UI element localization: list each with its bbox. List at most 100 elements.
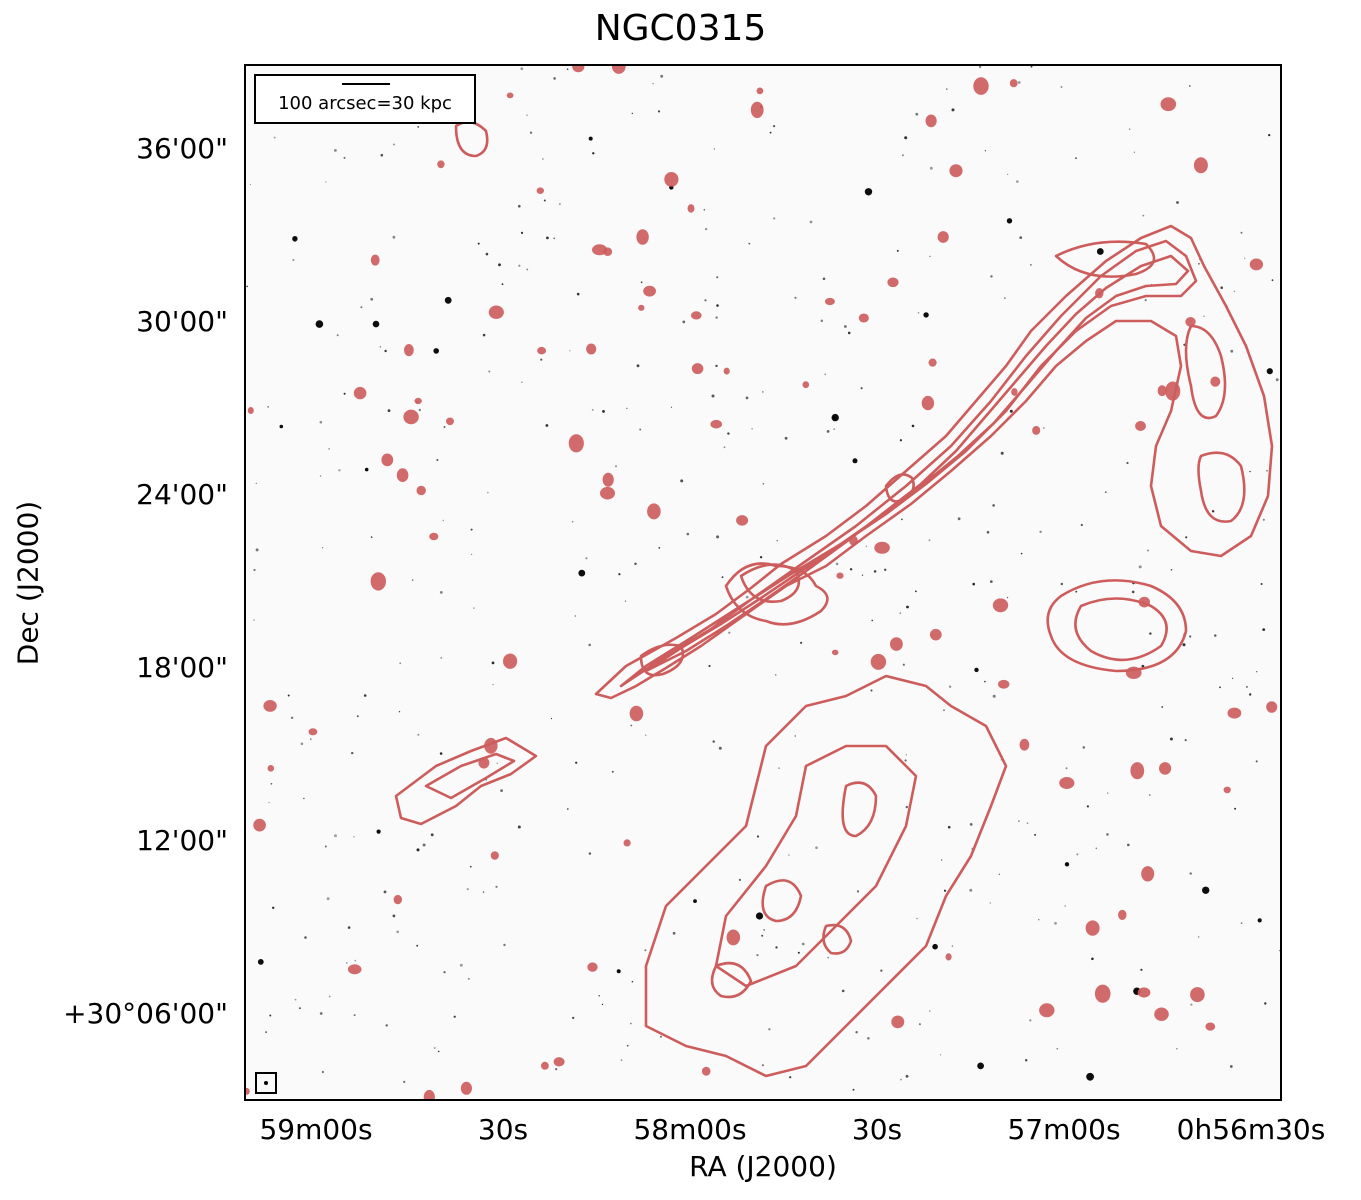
diffuse-contour [644,674,1008,1078]
star [884,568,887,571]
star [794,296,797,299]
star [762,391,764,393]
star [575,761,578,764]
compact-source [710,419,723,429]
star [443,426,446,428]
y-axis-label: Dec (J2000) [11,500,45,666]
star [1203,315,1205,317]
star [379,346,381,348]
star [809,220,813,224]
star [543,199,546,202]
compact-source [416,485,426,496]
star [292,258,295,262]
star [899,439,903,442]
compact-source [1019,738,1030,751]
compact-source [537,346,547,355]
star [470,528,473,531]
star [387,409,391,412]
star [482,333,486,337]
compact-source [687,204,695,213]
star [1264,1002,1267,1005]
scale-bar [342,83,390,85]
star [915,112,919,116]
compact-source [647,503,661,520]
star [1142,214,1145,217]
star [864,188,873,196]
star [553,237,556,240]
star [1138,565,1142,569]
star [918,1023,922,1026]
star [526,114,528,116]
star [1018,820,1020,822]
star [658,547,661,549]
star [521,381,523,384]
star [923,312,929,318]
star [929,166,933,170]
star [477,242,480,245]
star [255,482,257,485]
star [905,754,907,756]
star [815,846,818,849]
star [526,268,529,271]
star [1240,231,1243,234]
star [416,944,419,947]
compact-source [396,468,409,483]
compact-source [536,187,544,194]
star [325,181,327,183]
star [385,1024,388,1027]
left-contour [394,736,538,826]
star [634,562,637,565]
star [951,945,954,947]
star [416,848,420,852]
star [1091,957,1094,961]
star [989,580,993,583]
compact-source [937,231,949,243]
star [911,424,915,428]
star [831,413,839,422]
star [442,519,444,521]
star [768,1028,771,1031]
star [1232,677,1234,679]
star [761,934,764,937]
star [591,409,594,411]
star [558,203,561,206]
star [488,370,491,373]
star [569,350,571,352]
star [618,573,621,576]
star [916,917,918,920]
star [616,969,621,974]
compact-source [1249,258,1264,271]
x-tick-label: 30s [477,1113,529,1146]
star [873,570,876,573]
compact-source [503,653,518,669]
star [470,865,472,868]
star [917,312,920,314]
star [1104,491,1107,494]
star [1249,470,1251,473]
star [1149,632,1152,635]
compact-source [874,541,890,554]
compact-source [836,572,844,579]
star [1082,746,1086,749]
compact-source [638,304,645,311]
star [1255,760,1258,763]
star [657,110,661,113]
star [784,436,788,440]
jet-knot [639,643,685,677]
star [1266,470,1268,472]
compact-source [623,839,631,847]
star [495,885,498,888]
star [611,770,614,773]
star [392,235,396,239]
star [364,467,369,472]
star [598,995,600,997]
star [1038,919,1040,921]
star [253,568,256,572]
star [324,845,327,848]
star [713,148,716,150]
star [1076,853,1079,856]
star [443,971,446,974]
star [871,619,873,622]
star [992,504,995,507]
star [620,1059,623,1062]
